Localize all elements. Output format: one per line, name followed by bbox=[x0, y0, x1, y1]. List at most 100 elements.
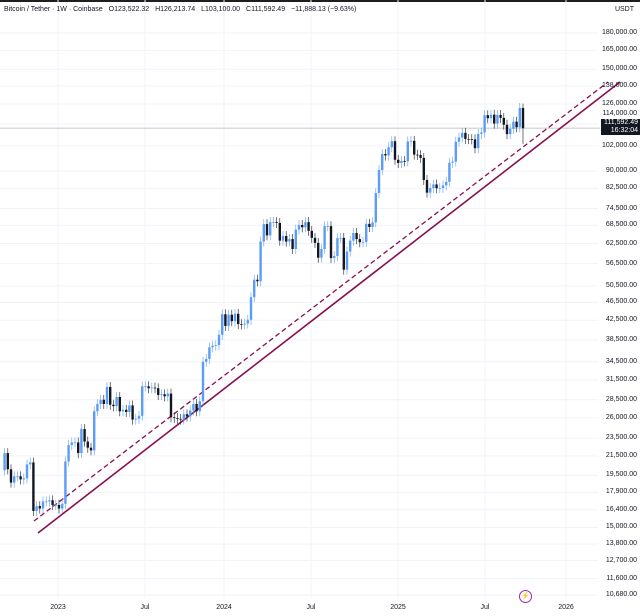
candle-up bbox=[336, 238, 339, 256]
candle-up bbox=[361, 241, 365, 243]
candle-up bbox=[457, 137, 461, 142]
price-axis-label: 82,500.00 bbox=[605, 184, 637, 192]
trendline-dashed bbox=[33, 81, 609, 522]
price-axis-label: 26,000.00 bbox=[605, 414, 637, 422]
candle-down bbox=[329, 226, 333, 259]
candle-up bbox=[281, 236, 285, 241]
candle-down bbox=[521, 107, 525, 129]
candle-down bbox=[473, 139, 477, 149]
price-axis-label: 150,000.00 bbox=[601, 65, 637, 73]
candle-up bbox=[461, 132, 464, 138]
candle-down bbox=[9, 469, 13, 483]
time-axis-label: Jul bbox=[306, 604, 316, 611]
candle-down bbox=[32, 462, 35, 511]
candle-down bbox=[515, 121, 518, 128]
candle-up bbox=[22, 478, 25, 480]
candle-down bbox=[6, 453, 9, 470]
window-top-border bbox=[0, 0, 640, 2]
price-axis-label: 13,800.00 bbox=[605, 540, 637, 548]
price-axis-label: 17,900.00 bbox=[605, 488, 637, 496]
candle-up bbox=[16, 476, 19, 478]
candle-down bbox=[83, 429, 86, 442]
price-axis-label: 19,500.00 bbox=[605, 471, 637, 479]
candle-down bbox=[118, 396, 121, 412]
time-axis-label: Jul bbox=[140, 604, 150, 611]
price-axis-label: 56,500.00 bbox=[605, 259, 637, 267]
candle-up bbox=[429, 188, 432, 193]
candle-down bbox=[179, 418, 182, 420]
price-axis-label: 42,500.00 bbox=[605, 316, 637, 324]
candle-up bbox=[259, 241, 262, 282]
candle-up bbox=[41, 501, 45, 509]
candle-down bbox=[301, 224, 304, 228]
candle-up bbox=[96, 404, 99, 412]
candle-down bbox=[157, 388, 160, 395]
candle-up bbox=[134, 418, 137, 420]
candle-up bbox=[99, 399, 102, 405]
candle-up bbox=[400, 161, 403, 163]
candle-up bbox=[333, 255, 336, 259]
candle-down bbox=[310, 230, 313, 238]
time-axis-label: Jul bbox=[480, 604, 490, 611]
price-axis-label: 23,500.00 bbox=[605, 434, 637, 442]
candle-down bbox=[422, 157, 425, 180]
trendline-solid bbox=[37, 81, 621, 534]
candle-up bbox=[141, 386, 144, 416]
candle-up bbox=[406, 141, 409, 162]
candle-down bbox=[153, 387, 157, 389]
candle-down bbox=[435, 184, 438, 189]
candle-up bbox=[80, 429, 83, 454]
candle-up bbox=[61, 503, 64, 509]
candle-down bbox=[317, 242, 320, 258]
candle-up bbox=[211, 345, 214, 348]
candle-up bbox=[409, 140, 413, 142]
price-axis-label: 50,500.00 bbox=[605, 281, 637, 289]
candle-down bbox=[502, 117, 505, 125]
price-axis-label: 138,000.00 bbox=[601, 81, 637, 89]
candle-up bbox=[272, 222, 275, 223]
candle-down bbox=[169, 393, 173, 418]
candle-down bbox=[486, 115, 489, 119]
currency-unit[interactable]: USDT bbox=[614, 6, 634, 13]
candle-up bbox=[253, 279, 256, 298]
candle-down bbox=[265, 224, 269, 236]
ohlc-open: O123,522.32 bbox=[108, 6, 150, 13]
symbol-legend: Bitcoin / Tether · 1W · Coinbase O123,52… bbox=[4, 6, 360, 13]
candle-up bbox=[201, 361, 205, 402]
candle-down bbox=[464, 132, 467, 139]
candle-up bbox=[35, 506, 38, 511]
candle-up bbox=[374, 193, 377, 223]
lightning-icon[interactable]: ⚡ bbox=[519, 590, 532, 603]
candle-up bbox=[144, 386, 147, 388]
candle-up bbox=[349, 240, 352, 252]
price-axis-label: 165,000.00 bbox=[601, 46, 637, 54]
candle-up bbox=[377, 170, 381, 194]
candle-up bbox=[137, 415, 141, 419]
candle-up bbox=[93, 411, 96, 451]
candle-down bbox=[131, 405, 134, 420]
price-axis-label: 68,500.00 bbox=[605, 221, 637, 229]
candle-up bbox=[217, 334, 221, 346]
candle-down bbox=[224, 314, 227, 326]
candle-up bbox=[387, 147, 390, 156]
candle-up bbox=[451, 161, 454, 163]
price-axis-label: 90,000.00 bbox=[605, 166, 637, 174]
candle-down bbox=[285, 236, 288, 242]
candle-down bbox=[278, 222, 281, 241]
candle-up bbox=[489, 114, 493, 119]
symbol-title[interactable]: Bitcoin / Tether · 1W · Coinbase bbox=[4, 6, 103, 13]
candle-up bbox=[64, 461, 67, 504]
candle-up bbox=[29, 462, 32, 465]
candle-up bbox=[189, 410, 192, 417]
candle-down bbox=[176, 418, 179, 419]
candle-down bbox=[342, 237, 345, 270]
candle-down bbox=[240, 324, 243, 325]
candle-up bbox=[432, 184, 435, 189]
ohlc-change: −11,888.13 (−9.63%) bbox=[291, 6, 357, 13]
candle-up bbox=[269, 222, 272, 236]
candle-down bbox=[230, 314, 233, 322]
candle-up bbox=[288, 239, 291, 242]
candle-down bbox=[416, 154, 419, 156]
candle-up bbox=[160, 394, 163, 396]
